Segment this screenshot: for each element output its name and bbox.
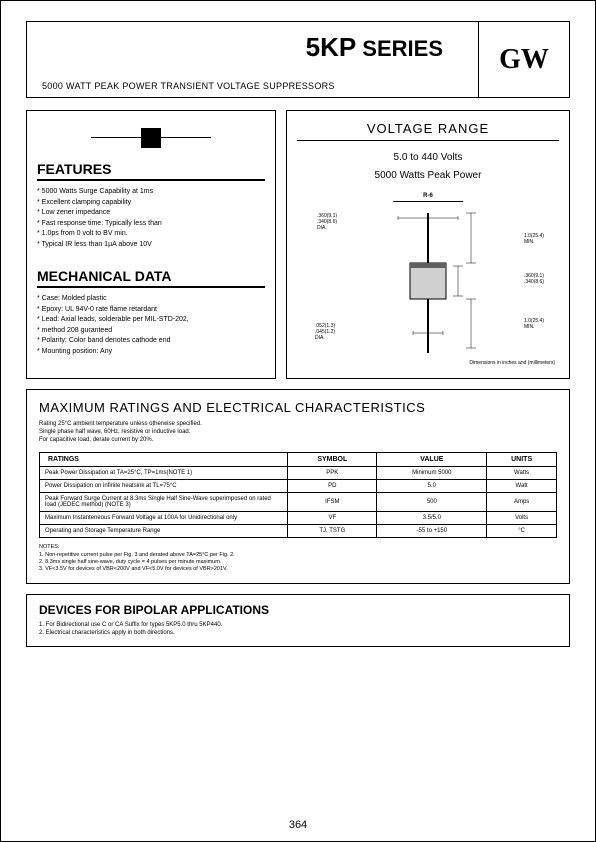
mech-item: Case: Molded plastic bbox=[37, 294, 265, 305]
left-column: FEATURES 5000 Watts Surge Capability at … bbox=[26, 110, 276, 379]
feature-item: Fast response time: Typically less than bbox=[37, 219, 265, 230]
table-cell: Watt bbox=[487, 480, 557, 493]
datasheet-page: 5KP SERIES 5000 WATT PEAK POWER TRANSIEN… bbox=[0, 0, 596, 842]
ratings-table: RATINGS SYMBOL VALUE UNITS Peak Power Di… bbox=[39, 452, 557, 538]
bipolar-list: 1. For Bidirectional use C or CA Suffix … bbox=[39, 621, 557, 638]
table-cell: TJ, TSTG bbox=[288, 525, 377, 538]
table-row: Operating and Storage Temperature RangeT… bbox=[40, 525, 557, 538]
note-item: 3. VF<3.5V for devices of VBR<200V and V… bbox=[39, 566, 557, 573]
voltage-range: 5.0 to 440 Volts bbox=[297, 149, 559, 167]
table-cell: °C bbox=[487, 525, 557, 538]
bipolar-item: 1. For Bidirectional use C or CA Suffix … bbox=[39, 621, 557, 629]
mech-item: method 208 guranteed bbox=[37, 326, 265, 337]
dim-lead-top: 1.0(25.4) MIN. bbox=[524, 233, 544, 245]
table-cell: Amps bbox=[487, 493, 557, 512]
page-number: 364 bbox=[289, 819, 307, 831]
voltage-info: 5.0 to 440 Volts 5000 Watts Peak Power bbox=[297, 149, 559, 185]
gw-logo-icon: GW bbox=[499, 44, 549, 76]
note-item: 1. Non-repetitive current pulse per Fig.… bbox=[39, 552, 557, 559]
table-cell: Watts bbox=[487, 467, 557, 480]
voltage-power: 5000 Watts Peak Power bbox=[297, 167, 559, 185]
table-cell: PD bbox=[288, 480, 377, 493]
mech-item: Epoxy: UL 94V-0 rate flame retardant bbox=[37, 305, 265, 316]
bipolar-title: DEVICES FOR BIPOLAR APPLICATIONS bbox=[39, 603, 557, 617]
table-cell: IFSM bbox=[288, 493, 377, 512]
ratings-section: MAXIMUM RATINGS AND ELECTRICAL CHARACTER… bbox=[26, 389, 570, 584]
table-cell: 500 bbox=[377, 493, 487, 512]
th-units: UNITS bbox=[487, 453, 557, 467]
dim-dia-top: .360(9.1) .340(8.6) DIA. bbox=[317, 213, 337, 231]
ratings-title: MAXIMUM RATINGS AND ELECTRICAL CHARACTER… bbox=[39, 400, 557, 415]
header: 5KP SERIES 5000 WATT PEAK POWER TRANSIEN… bbox=[26, 21, 570, 98]
table-row: Peak Forward Surge Current at 8.3ms Sing… bbox=[40, 493, 557, 512]
feature-item: 5000 Watts Surge Capability at 1ms bbox=[37, 187, 265, 198]
table-cell: 3.5/5.0 bbox=[377, 512, 487, 525]
series-title: 5KP SERIES bbox=[42, 32, 463, 63]
dimension-note: Dimensions in inches and (millimeters) bbox=[469, 360, 555, 366]
ratings-intro: Rating 25°C ambient temperature unless o… bbox=[39, 421, 557, 444]
mechanical-list: Case: Molded plastic Epoxy: UL 94V-0 rat… bbox=[37, 294, 265, 357]
table-cell: PPK bbox=[288, 467, 377, 480]
features-list: 5000 Watts Surge Capability at 1ms Excel… bbox=[37, 187, 265, 250]
package-label: R-6 bbox=[393, 193, 463, 202]
table-cell: Minimum 5000 bbox=[377, 467, 487, 480]
table-row: Power Dissipation on infinite heatsink a… bbox=[40, 480, 557, 493]
table-cell: Power Dissipation on infinite heatsink a… bbox=[40, 480, 288, 493]
feature-item: Low zener impedance bbox=[37, 208, 265, 219]
dim-lead-bot: 1.0(25.4) MIN. bbox=[524, 318, 544, 330]
right-column: VOLTAGE RANGE 5.0 to 440 Volts 5000 Watt… bbox=[286, 110, 570, 379]
dim-body: .360(9.1) .340(8.6) bbox=[524, 273, 544, 285]
table-cell: Operating and Storage Temperature Range bbox=[40, 525, 288, 538]
table-row: Maximum Instanteneous Forward Voltage at… bbox=[40, 512, 557, 525]
note-item: 2. 8.3ms single half sine-wave, duty cyc… bbox=[39, 559, 557, 566]
mechanical-section: MECHANICAL DATA Case: Molded plastic Epo… bbox=[37, 268, 265, 357]
series-suffix: SERIES bbox=[356, 36, 443, 61]
table-cell: 5.0 bbox=[377, 480, 487, 493]
table-cell: VF bbox=[288, 512, 377, 525]
feature-item: Excellent clamping capability bbox=[37, 198, 265, 209]
feature-item: Typical IR less than 1µA above 10V bbox=[37, 240, 265, 251]
voltage-title: VOLTAGE RANGE bbox=[297, 121, 559, 141]
table-cell: Peak Forward Surge Current at 8.3ms Sing… bbox=[40, 493, 288, 512]
th-value: VALUE bbox=[377, 453, 487, 467]
th-ratings: RATINGS bbox=[40, 453, 288, 467]
header-left: 5KP SERIES 5000 WATT PEAK POWER TRANSIEN… bbox=[27, 22, 479, 97]
mech-item: Polarity: Color band denotes cathode end bbox=[37, 336, 265, 347]
bipolar-section: DEVICES FOR BIPOLAR APPLICATIONS 1. For … bbox=[26, 594, 570, 647]
feature-item: 1.0ps from 0 volt to BV min. bbox=[37, 229, 265, 240]
table-cell: Volts bbox=[487, 512, 557, 525]
notes-label: NOTES: bbox=[39, 544, 557, 551]
mech-item: Lead: Axial leads, solderable per MIL-ST… bbox=[37, 315, 265, 326]
package-outline-icon bbox=[358, 208, 498, 363]
dim-lead-dia: .052(1.3) .045(1.2) DIA. bbox=[315, 323, 335, 341]
package-diagram: R-6 bbox=[297, 193, 559, 368]
ratings-notes: NOTES: 1. Non-repetitive current pulse p… bbox=[39, 544, 557, 573]
diode-symbol-icon bbox=[91, 123, 211, 153]
features-title: FEATURES bbox=[37, 161, 265, 181]
series-prefix: 5KP bbox=[306, 32, 357, 62]
bipolar-item: 2. Electrical characteristics apply in b… bbox=[39, 629, 557, 637]
th-symbol: SYMBOL bbox=[288, 453, 377, 467]
logo-box: GW bbox=[479, 22, 569, 97]
table-header-row: RATINGS SYMBOL VALUE UNITS bbox=[40, 453, 557, 467]
header-subtitle: 5000 WATT PEAK POWER TRANSIENT VOLTAGE S… bbox=[42, 81, 463, 91]
two-column-layout: FEATURES 5000 Watts Surge Capability at … bbox=[26, 110, 570, 379]
mechanical-title: MECHANICAL DATA bbox=[37, 268, 265, 288]
table-cell: Peak Power Dissipation at TA=25°C, TP=1m… bbox=[40, 467, 288, 480]
table-cell: Maximum Instanteneous Forward Voltage at… bbox=[40, 512, 288, 525]
mech-item: Mounting position: Any bbox=[37, 347, 265, 358]
table-row: Peak Power Dissipation at TA=25°C, TP=1m… bbox=[40, 467, 557, 480]
table-cell: -55 to +150 bbox=[377, 525, 487, 538]
